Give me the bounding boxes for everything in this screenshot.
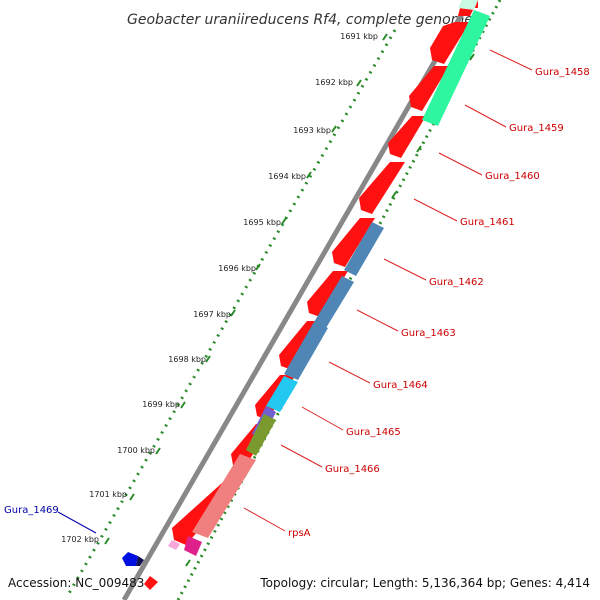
gene-label: Gura_1461 [460,217,515,228]
gene-pink-small [168,540,180,550]
tick-ring-inner [66,29,397,596]
gene-arrow [359,162,405,214]
gene-1463-bar [314,276,354,328]
gene-1464-bar [284,322,328,380]
gene-label: Gura_1459 [509,123,564,134]
gene-rpsA-bar [192,454,256,538]
gene-label: Gura_1464 [373,380,428,391]
forward-strand-genes [122,0,490,566]
gene-arrow [430,22,470,64]
major-ticks [104,33,388,545]
gene-label: Gura_1465 [346,427,401,438]
reverse-strand-genes [144,0,478,590]
gene-labels: Gura_1458 Gura_1459 Gura_1460 Gura_1461 … [4,67,590,539]
tick-label: 1699 kbp [142,400,180,409]
gene-1459-edge [458,0,478,10]
tick-label: 1694 kbp [268,172,306,181]
tick-label: 1693 kbp [293,126,331,135]
topology-text: Topology: circular; Length: 5,136,364 bp… [259,576,590,590]
gene-label: Gura_1463 [401,328,456,339]
tick-label: 1702 kbp [61,535,99,544]
map-title: Geobacter uraniireducens Rf4, complete g… [127,12,473,28]
tick-label: 1698 kbp [168,355,206,364]
accession-text: Accession: NC_009483 [8,576,144,590]
label-leaders [243,49,533,532]
gene-1466-bar [246,414,276,456]
tick-label: 1696 kbp [218,264,256,273]
gene-label: Gura_1469 [4,505,59,516]
gene-1459-bar [422,10,490,126]
gene-magenta [184,536,202,556]
gene-label: Gura_1458 [535,67,590,78]
gene-label: Gura_1460 [485,171,540,182]
gene-blue-edge [136,556,144,566]
gene-arrow [307,271,348,317]
gene-label: Gura_1462 [429,277,484,288]
gene-label: Gura_1466 [325,464,380,475]
tick-label: 1695 kbp [243,218,281,227]
tick-label: 1692 kbp [315,78,353,87]
gene-1462-bar [344,222,384,276]
gene-label: rpsA [288,528,311,539]
tick-label: 1701 kbp [89,490,127,499]
gene-1465-bar [266,376,298,412]
tick-labels: 1691 kbp 1692 kbp 1693 kbp 1694 kbp 1695… [61,32,378,544]
tick-label: 1697 kbp [193,310,231,319]
gene-arrow [332,218,375,267]
label-leader-1469 [57,511,97,534]
gene-1469-blue [122,552,138,566]
gene-arrow-small [144,576,158,590]
tick-label: 1691 kbp [340,32,378,41]
gene-arrow [388,116,426,158]
gene-arrow [409,66,449,111]
tick-label: 1700 kbp [117,446,155,455]
